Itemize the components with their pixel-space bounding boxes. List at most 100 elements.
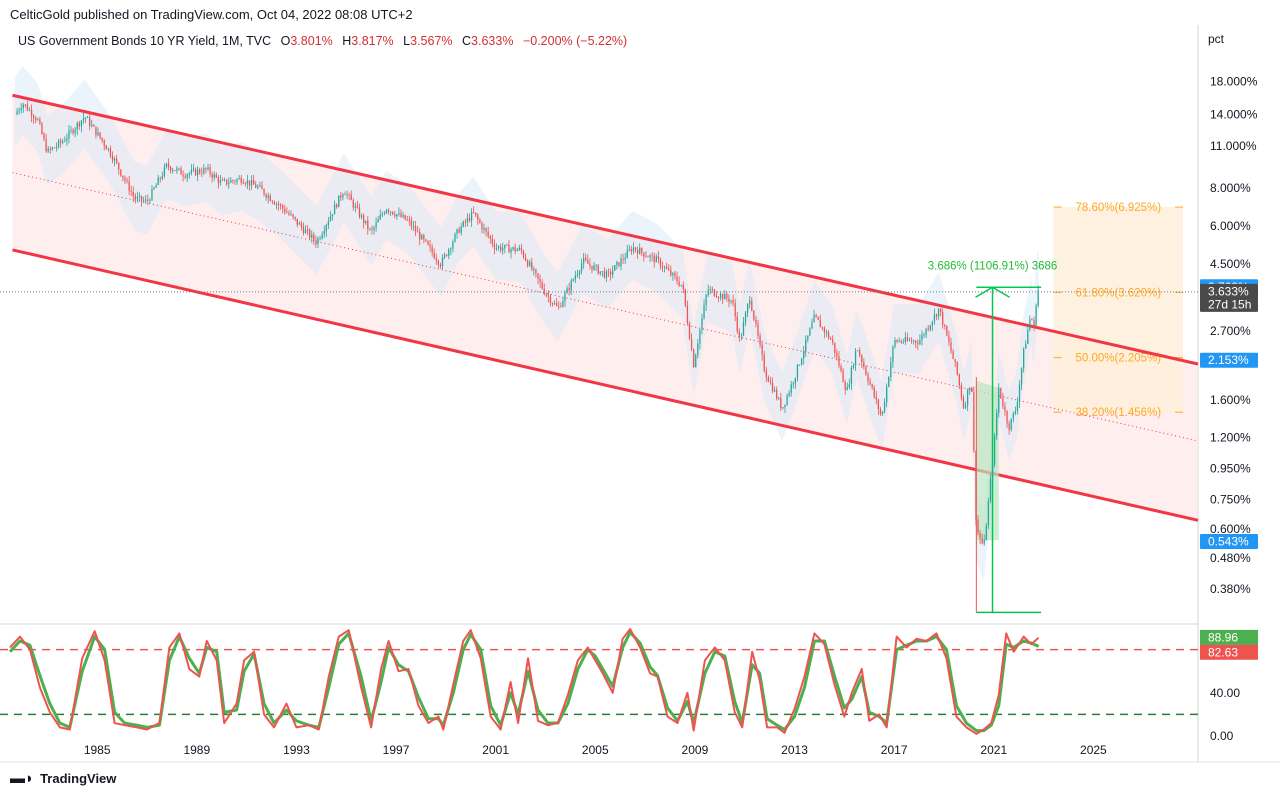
candle-body [790, 384, 792, 393]
candle-body [172, 170, 174, 172]
candle-body [1006, 411, 1008, 424]
channel-middle-line [12, 172, 1199, 442]
candle-body [776, 389, 778, 399]
candle-body [566, 288, 568, 294]
candle-body [796, 364, 799, 379]
candle-body [271, 200, 273, 203]
symbol-name[interactable]: US Government Bonds 10 YR Yield, 1M, TVC [18, 34, 272, 48]
candle-body [354, 205, 357, 208]
candle-body [39, 119, 41, 124]
candle-body [711, 289, 713, 291]
candle-body [192, 168, 195, 170]
candle-body [294, 216, 296, 219]
candle-body [599, 271, 601, 274]
candle-body [929, 325, 931, 330]
candle-body [269, 195, 271, 201]
candle-body [792, 383, 794, 385]
candle-body [921, 334, 923, 341]
price-tick-label: 8.000% [1210, 181, 1251, 195]
stoch-tick-label: 0.00 [1210, 729, 1234, 743]
candle-body [95, 126, 97, 136]
candle-body [101, 137, 103, 141]
candle-body [203, 167, 205, 174]
candle-body [392, 211, 394, 215]
stoch-tick-label: 40.00 [1210, 686, 1240, 700]
candle-body [275, 203, 278, 205]
candle-body [697, 343, 699, 356]
candle-body [336, 204, 338, 208]
candle-body [255, 184, 257, 188]
candle-body [373, 227, 375, 230]
price-tick-label: 1.200% [1210, 431, 1251, 445]
candle-body [556, 303, 558, 306]
fib-level-label: 61.80%(3.620%) [1075, 287, 1161, 299]
candle-body [404, 215, 406, 220]
candle-body [313, 234, 315, 241]
candle-body [686, 305, 689, 324]
candle-body [811, 322, 813, 329]
candle-body [342, 194, 344, 198]
candle-body [140, 195, 143, 201]
candle-body [151, 189, 153, 201]
candle-body [583, 257, 585, 264]
candle-body [850, 367, 853, 385]
candle-body [238, 177, 240, 180]
candle-body [782, 407, 784, 409]
candle-body [506, 244, 508, 246]
candle-body [780, 397, 782, 409]
candle-body [937, 308, 940, 317]
candle-body [309, 229, 311, 238]
candle-body [626, 250, 628, 258]
candle-body [282, 205, 284, 209]
candle-body [497, 246, 500, 249]
tradingview-footer[interactable]: ▬◗ TradingView [10, 770, 116, 787]
candle-body [331, 214, 334, 217]
stoch-value-badge [1200, 629, 1258, 645]
candle-body [45, 139, 47, 152]
candle-body [358, 207, 361, 218]
candle-body [803, 351, 805, 359]
candle-body [869, 381, 871, 385]
candle-body [184, 176, 186, 178]
candle-body [346, 194, 348, 196]
candle-body [57, 140, 60, 147]
candle-body [993, 436, 996, 465]
candle-body [352, 200, 354, 208]
candle-body [736, 316, 738, 332]
candle-body [956, 362, 958, 375]
candle-body [786, 395, 788, 405]
candle-body [651, 255, 653, 257]
candle-body [744, 312, 747, 323]
candle-body [950, 342, 952, 352]
candle-body [419, 231, 421, 240]
candle-body [516, 249, 518, 252]
candle-body [161, 175, 163, 179]
candle-body [479, 219, 481, 223]
candle-body [981, 538, 983, 544]
candle-body [76, 122, 78, 130]
candle-body [219, 180, 222, 184]
candle-body [684, 289, 687, 306]
candle-body [178, 168, 180, 170]
candle-body [852, 365, 855, 368]
candle-body [111, 155, 114, 161]
candle-body [406, 219, 408, 221]
candle-body [302, 227, 305, 234]
candle-body [273, 202, 276, 205]
candle-body [585, 257, 587, 261]
candle-body [325, 225, 327, 232]
candle-body [33, 116, 35, 119]
candle-body [576, 274, 579, 276]
candle-body [188, 173, 190, 175]
candle-body [547, 295, 550, 297]
candle-body [653, 255, 655, 263]
candle-body [759, 335, 761, 345]
channel-upper-line [12, 93, 1199, 366]
time-tick-label: 1997 [383, 743, 410, 757]
candle-body [888, 377, 890, 387]
candle-body [693, 349, 695, 368]
candle-body [896, 339, 898, 342]
price-tick-label: 0.480% [1210, 551, 1251, 565]
candle-body [35, 118, 37, 120]
